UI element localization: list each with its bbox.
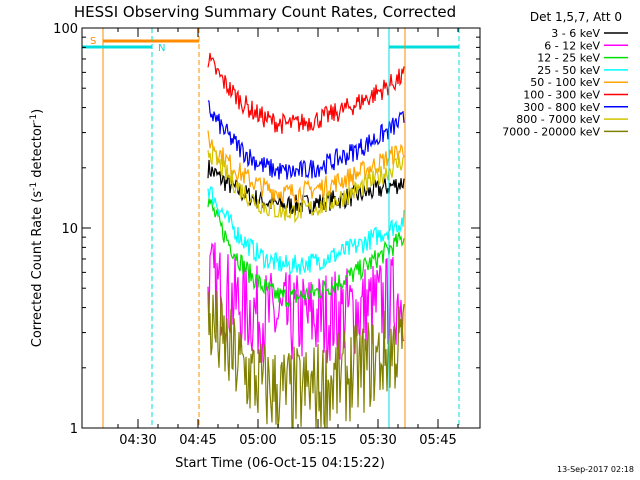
y-tick-label: 100 bbox=[53, 22, 78, 37]
chart-title: HESSI Observing Summary Count Rates, Cor… bbox=[74, 3, 456, 21]
legend-label: 7000 - 20000 keV bbox=[502, 125, 600, 138]
series-line-9 bbox=[207, 290, 405, 429]
flag-label-s: S bbox=[90, 36, 96, 47]
legend-label: 50 - 100 keV bbox=[530, 76, 600, 89]
x-axis-label: Start Time (06-Oct-15 04:15:22) bbox=[175, 456, 385, 471]
x-tick-label: 05:45 bbox=[419, 433, 456, 448]
data-layer bbox=[207, 52, 405, 429]
series-line-8 bbox=[207, 145, 405, 224]
x-tick-label: 04:45 bbox=[179, 433, 216, 448]
series-line-3 bbox=[207, 198, 405, 308]
x-tick-label: 05:15 bbox=[299, 433, 336, 448]
legend-label: 6 - 12 keV bbox=[544, 39, 600, 52]
flag-label-n: N bbox=[158, 43, 165, 54]
series-line-4 bbox=[207, 186, 405, 276]
footer-date: 13-Sep-2017 02:18 bbox=[557, 465, 634, 474]
legend-label: 300 - 800 keV bbox=[523, 101, 600, 114]
y-tick-label: 10 bbox=[61, 222, 78, 237]
legend-label: 100 - 300 keV bbox=[523, 89, 600, 102]
y-axis-label: Corrected Count Rate (s-1 detector-1) bbox=[29, 109, 45, 347]
x-tick-label: 05:30 bbox=[359, 433, 396, 448]
legend-header: Det 1,5,7, Att 0 bbox=[530, 10, 622, 24]
series-line-6 bbox=[207, 52, 405, 134]
legend-label: 3 - 6 keV bbox=[551, 27, 600, 40]
flags-layer: SN bbox=[82, 28, 460, 428]
x-tick-label: 04:30 bbox=[119, 433, 156, 448]
axis-layer: 04:30 04:45 05:00 05:15 05:30 05:45 1 10 100 bbox=[53, 22, 480, 448]
legend-label: 12 - 25 keV bbox=[537, 52, 600, 65]
legend-label: 25 - 50 keV bbox=[537, 64, 600, 77]
y-tick-label: 1 bbox=[70, 422, 78, 437]
series-line-5 bbox=[207, 130, 405, 205]
x-tick-label: 05:00 bbox=[239, 433, 276, 448]
series-line-7 bbox=[207, 100, 405, 180]
legend-label: 800 - 7000 keV bbox=[516, 113, 600, 126]
